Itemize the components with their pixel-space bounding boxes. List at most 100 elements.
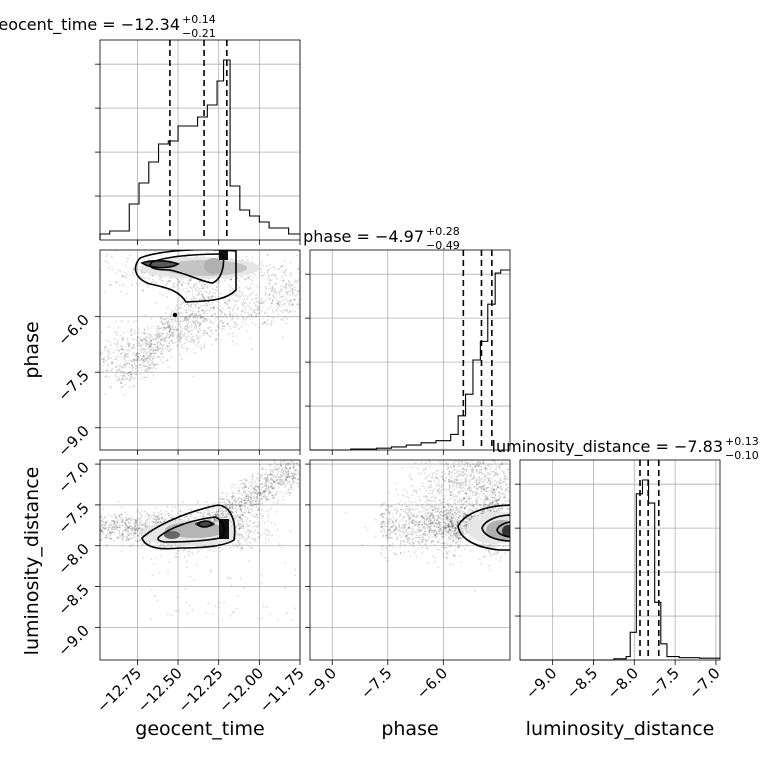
sample-point [450,525,453,528]
sample-point [239,517,242,519]
sample-point [199,329,202,332]
sample-point [177,335,180,337]
sample-point [210,314,213,317]
sample-point [256,309,259,312]
sample-point [139,531,142,534]
sample-point [238,508,241,510]
sample-point [237,497,240,500]
sample-point [156,349,159,352]
sample-point [138,344,141,347]
sample-point [145,351,148,354]
sample-point [267,488,269,491]
sample-point [429,522,432,525]
sample-point [103,515,106,518]
sample-point [293,574,296,577]
sample-point [176,328,179,330]
sample-point [105,359,108,362]
sample-point [191,551,194,554]
sample-point [213,518,216,521]
sample-point [235,515,238,518]
sample-point [275,475,277,478]
sample-point [255,499,258,501]
sample-point [267,520,270,523]
sample-point [210,329,212,332]
sample-point [455,527,457,530]
sample-point [166,505,169,508]
sample-point [278,305,281,308]
sample-point [237,539,239,542]
sample-point [166,336,168,339]
sample-point [166,348,169,351]
sample-point [450,520,453,523]
sample-point [103,347,106,349]
sample-point [294,289,296,291]
sample-point [124,521,127,524]
sample-point [103,527,106,530]
sample-point [267,282,270,285]
sample-point [248,532,251,535]
sample-point [293,298,296,301]
sample-point [251,348,254,350]
sample-point [220,319,222,322]
sample-point [230,517,233,520]
sample-point [271,285,274,288]
sample-point [145,365,148,367]
sample-point [130,329,133,332]
sample-point [171,332,174,334]
sample-point [118,530,121,532]
sample-point [135,364,138,367]
sample-point [243,486,246,488]
sample-point [437,529,440,532]
sample-point [421,515,424,518]
sample-point [180,241,182,243]
sample-point [130,334,133,337]
sample-point [152,355,155,358]
sample-point [230,521,233,524]
sample-point [105,521,108,524]
sample-point [135,522,137,524]
sample-point [284,274,287,276]
sample-point [115,371,118,374]
sample-point [159,352,162,355]
sample-point [226,303,229,305]
sample-point [193,339,196,342]
sample-point [178,307,181,310]
sample-point [450,521,453,524]
sample-point [196,500,199,503]
sample-point [198,280,201,283]
sample-point [225,314,227,317]
sample-point [206,513,209,516]
sample-point [241,302,244,304]
sample-point [241,514,244,517]
sample-point [269,472,272,475]
sample-point [178,337,181,339]
sample-point [192,284,195,287]
sample-point [288,310,291,312]
sample-point [293,481,296,484]
sample-point [480,511,483,514]
sample-point [184,338,187,341]
sample-point [266,319,269,321]
sample-point [110,357,112,359]
sample-point [185,291,188,294]
sample-point [136,511,139,513]
sample-point [226,300,229,303]
panel-bg [100,250,300,450]
sample-point [247,508,249,510]
sample-point [454,527,457,530]
sample-point [122,337,125,340]
sample-point [172,319,174,321]
sample-point [168,325,170,328]
sample-point [237,534,240,537]
sample-point [297,304,300,307]
sample-point [216,512,219,515]
sample-point [197,306,200,309]
sample-point [460,522,463,525]
sample-point [202,317,205,320]
sample-point [275,467,278,470]
sample-point [159,335,162,338]
sample-point [185,566,188,569]
sample-point [105,368,108,371]
sample-point [168,323,171,326]
sample-point [148,355,151,358]
